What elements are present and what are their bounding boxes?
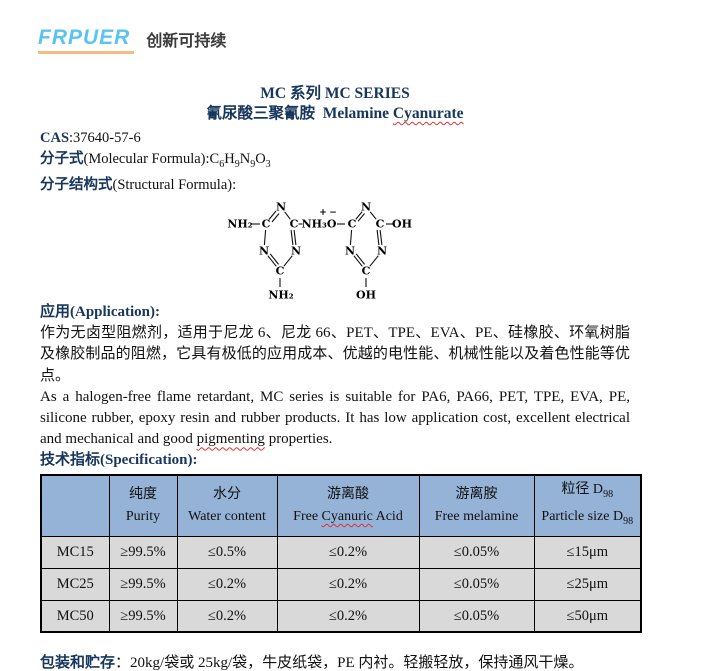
cell-product-name: MC15 [40,535,110,569]
specification-heading: 技术指标(Specification): [40,452,198,469]
bond-line [355,253,366,265]
table-row-mc15: MC15 ≥99.5% ≤0.5% ≤0.2% ≤0.05% ≤15μm [40,535,642,569]
cell-acid: ≤0.2% [276,599,420,633]
cell-purity: ≥99.5% [108,535,178,569]
cell-purity: ≥99.5% [108,567,178,601]
bond-line [284,211,291,220]
packaging-line: 包装和贮存：20kg/袋或 25kg/袋，牛皮纸袋，PE 内衬。轻搬轻放，保持通… [40,655,584,671]
bond-line [290,229,294,245]
bond-line [376,229,380,245]
cas-line: CAS:37640-57-6 [40,130,141,146]
document-body: MC 系列 MC SERIES 氰尿酸三聚氰胺 Melamine Cyanura… [40,84,642,671]
cell-water: ≤0.2% [176,567,278,601]
cell-water: ≤0.5% [176,535,278,569]
header-cell-purity: 纯度 Purity [108,474,178,537]
atom-label: OH [392,217,412,230]
property-lines: CAS:37640-57-6 分子式(Molecular Formula):C6… [40,128,630,196]
bond-line [379,229,383,245]
bond-line [269,253,280,265]
bond-line [271,213,280,223]
molecular-formula-line: 分子式(Molecular Formula):C6H9N9O3 [40,151,271,170]
company-logo: FRPUER [38,26,135,54]
cell-size: ≤25μm [533,567,642,601]
atom-label: NH₂ [268,288,293,301]
application-text-en: As a halogen-free flame retardant, MC se… [40,389,630,448]
atom-label: N [377,244,387,257]
title-line1: MC 系列 MC SERIES [260,85,410,102]
cell-water: ≤0.2% [176,599,278,633]
bond-line [369,211,377,220]
table-row-mc25: MC25 ≥99.5% ≤0.2% ≤0.2% ≤0.05% ≤25μm [40,567,642,601]
bond-line [353,255,363,267]
cell-product-name: MC25 [40,567,110,601]
cell-acid: ≤0.2% [276,535,420,569]
atom-label: C [290,217,299,230]
header-cell-empty [40,474,110,537]
cell-product-name: MC50 [40,599,110,633]
atom-label: N [291,244,301,257]
spec-table: 纯度 Purity 水分 Water content 游离酸 Free Cyanuri… [40,474,642,634]
atom-label: N [276,200,286,213]
bond-line [263,229,267,245]
atom-label: NH₃O [302,217,337,230]
application-heading: 应用(Application): [40,303,161,320]
bond-line [369,255,379,267]
structural-formula-line: 分子结构式(Structural Formula): [40,176,237,193]
atom-label: N [361,200,371,213]
header-cell-particle-size: 粒径 D98 Particle size D98 [533,474,642,537]
cell-amine: ≤0.05% [418,535,535,569]
atom-label: C [262,217,271,230]
cell-amine: ≤0.05% [418,567,535,601]
cell-purity: ≥99.5% [108,599,178,633]
atom-label: + [319,208,327,218]
atom-label: C [376,217,385,230]
bond-line [293,229,297,245]
atom-label: − [329,208,337,218]
bond-line [349,229,353,245]
atom-label: NH₂ [227,217,252,230]
page-title: MC 系列 MC SERIES 氰尿酸三聚氰胺 Melamine Cyanura… [40,84,630,124]
atom-label: N [345,244,355,257]
cell-acid: ≤0.2% [276,567,420,601]
table-row-mc50: MC50 ≥99.5% ≤0.2% ≤0.2% ≤0.05% ≤50μm [40,599,642,633]
atom-label: C [276,264,285,277]
header-cell-free-acid: 游离酸 Free Cyanuric Acid [276,474,420,537]
header-cell-water: 水分 Water content [176,474,278,537]
header: FRPUER 创新可持续 [38,0,702,54]
atom-label: C [348,217,357,230]
bond-line [357,213,365,222]
application-text-cn: 作为无卤型阻燃剂，适用于尼龙 6、尼龙 66、PET、TPE、EVA、PE、硅橡… [40,324,630,384]
bond-line [355,211,363,220]
company-slogan: 创新可持续 [146,33,227,50]
atom-label: OH [356,288,376,301]
atom-label: C [362,264,371,277]
bond-line [283,255,293,267]
cell-size: ≤15μm [533,535,642,569]
header-cell-free-melamine: 游离胺 Free melamine [418,474,535,537]
bond-line [268,210,277,220]
cell-size: ≤50μm [533,599,642,633]
title-line2: 氰尿酸三聚氰胺 Melamine Cyanurate [206,105,464,122]
atom-label: N [259,244,269,257]
cell-amine: ≤0.05% [418,599,535,633]
spec-table-header-row: 纯度 Purity 水分 Water content 游离酸 Free Cyanuri… [40,474,642,537]
bond-line [267,255,277,267]
